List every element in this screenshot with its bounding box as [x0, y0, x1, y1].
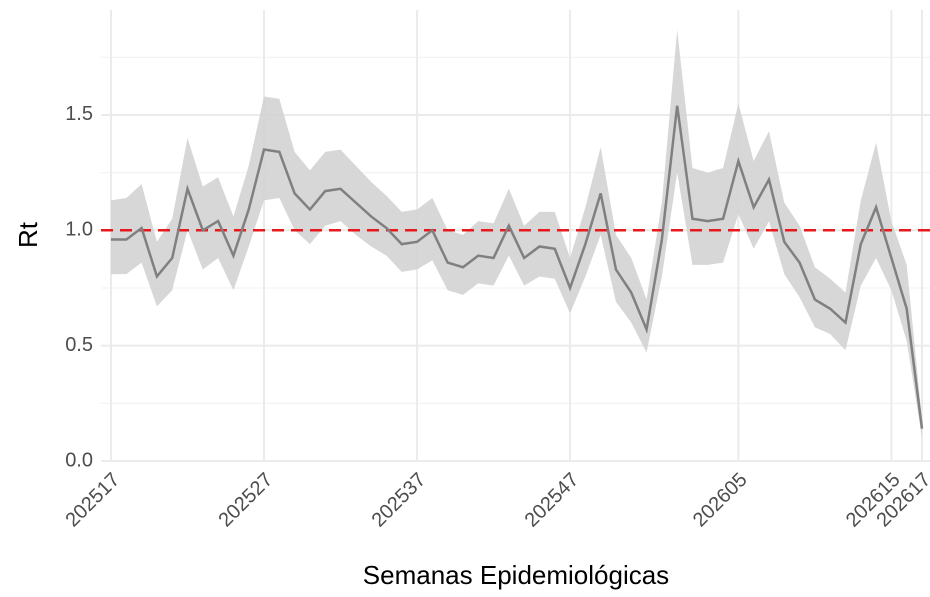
- y-tick-label: 1.0: [65, 219, 93, 241]
- y-tick-label: 0.5: [65, 334, 93, 356]
- y-tick-label: 1.5: [65, 103, 93, 125]
- y-tick-label: 0.0: [65, 449, 93, 471]
- confidence-band: [111, 29, 922, 438]
- y-axis-title: Rt: [13, 221, 43, 248]
- rt-line: [111, 105, 924, 429]
- x-tick-label: 202537: [368, 469, 431, 532]
- x-axis-title: Semanas Epidemiológicas: [363, 560, 669, 590]
- x-tick-label: 202547: [521, 469, 584, 532]
- x-tick-label: 202527: [215, 469, 278, 532]
- x-tick-label: 202605: [689, 469, 752, 532]
- x-tick-label: 202517: [62, 469, 125, 532]
